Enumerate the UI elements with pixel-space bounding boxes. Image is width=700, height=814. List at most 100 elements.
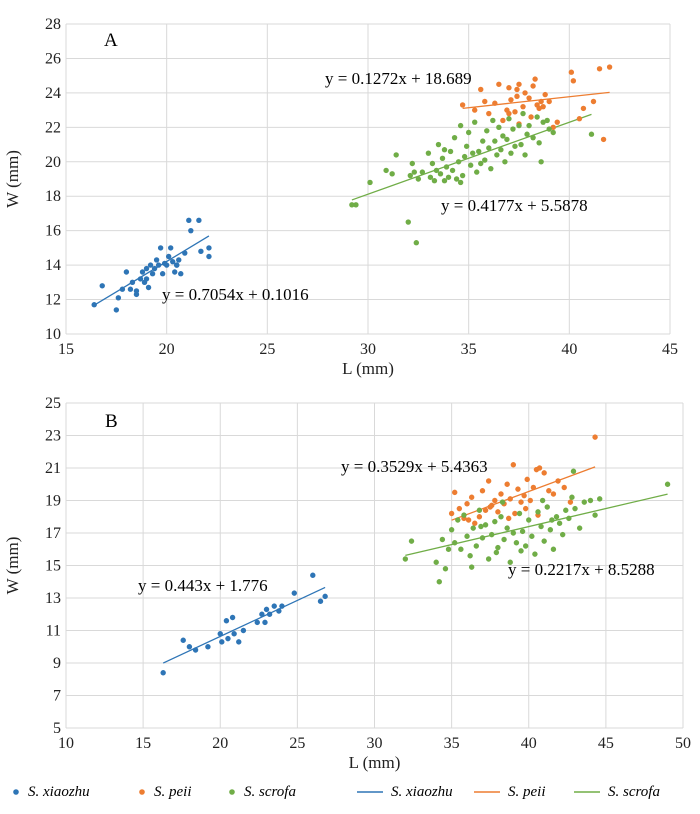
panel-a-point-s-peii: [538, 98, 544, 105]
panel-a-point-s-peii: [472, 107, 478, 113]
panel-b-point-s-scrofa: [529, 533, 535, 539]
panel-a-point-s-xiaozhu: [163, 262, 170, 268]
panel-a-point-s-xiaozhu: [133, 291, 140, 298]
panel-b-point-s-scrofa: [563, 507, 569, 513]
panel-b-point-s-peii: [561, 484, 567, 491]
panel-a-point-s-peii: [596, 66, 603, 72]
panel-a-point-s-scrofa: [474, 169, 480, 175]
panel-b-point-s-scrofa: [504, 525, 510, 531]
panel-b-point-s-xiaozhu: [240, 627, 247, 634]
panel-b-x-tick-label: 40: [521, 735, 537, 752]
panel-a-point-s-scrofa: [488, 165, 494, 172]
panel-a-point-s-xiaozhu: [143, 276, 150, 282]
panel-b-y-tick-label: 13: [45, 590, 61, 607]
panel-b-point-s-xiaozhu: [279, 603, 285, 609]
panel-a-point-s-peii: [506, 85, 512, 91]
panel-a-point-s-xiaozhu: [143, 265, 150, 272]
panel-b-point-s-peii: [546, 488, 552, 494]
panel-a-point-s-scrofa: [457, 122, 464, 129]
panel-b-point-s-scrofa: [544, 504, 550, 510]
panel-a-point-s-scrofa: [431, 178, 438, 184]
panel-a-point-s-scrofa: [534, 114, 540, 120]
panel-a-y-tick-label: 26: [45, 50, 61, 67]
panel-b-point-s-peii: [482, 507, 489, 513]
panel-a-point-s-peii: [492, 100, 498, 106]
panel-b-point-s-scrofa: [519, 528, 526, 535]
panel-b-point-s-xiaozhu: [225, 635, 231, 642]
panel-b-point-s-scrofa: [468, 564, 475, 570]
panel-a-point-s-scrofa: [476, 148, 482, 155]
panel-b-equation-s-xiaozhu: y = 0.443x + 1.776: [138, 576, 268, 595]
panel-b-point-s-scrofa: [549, 517, 555, 523]
panel-b-point-s-xiaozhu: [263, 606, 270, 613]
panel-a-point-s-scrofa: [516, 122, 522, 129]
panel-a-point-s-scrofa: [443, 164, 450, 170]
panel-b-y-tick-label: 15: [45, 558, 61, 575]
panel-a-point-s-scrofa: [465, 129, 472, 136]
panel-a-point-s-xiaozhu: [123, 269, 130, 275]
panel-b-x-tick-label: 50: [675, 735, 691, 752]
panel-b-point-s-xiaozhu: [322, 593, 328, 600]
panel-a-point-s-scrofa: [540, 119, 546, 125]
panel-a-point-s-scrofa: [469, 150, 476, 156]
panel-b-point-s-peii: [504, 481, 510, 487]
panel-a-point-s-peii: [500, 117, 506, 124]
panel-b-point-s-scrofa: [553, 514, 560, 520]
legend-marker-s-xiaozhu: [13, 789, 19, 795]
panel-b-point-s-peii: [530, 484, 537, 491]
panel-b-point-s-scrofa: [532, 551, 538, 557]
panel-a-point-s-xiaozhu: [145, 284, 152, 291]
panel-a-x-tick-label: 25: [259, 341, 275, 358]
panel-b-point-s-scrofa: [445, 546, 452, 552]
panel-b-point-s-scrofa: [452, 540, 458, 546]
panel-b-point-s-peii: [536, 465, 543, 471]
panel-b-point-s-peii: [510, 462, 517, 468]
panel-b-point-s-scrofa: [510, 530, 517, 536]
panel-b-point-s-scrofa: [507, 559, 513, 565]
panel-a-point-s-peii: [516, 81, 522, 87]
panel-b-point-s-scrofa: [439, 536, 446, 543]
panel-b-point-s-xiaozhu: [259, 611, 265, 617]
panel-a-point-s-xiaozhu: [159, 271, 166, 277]
panel-a-point-s-scrofa: [413, 240, 420, 246]
panel-a-point-s-scrofa: [526, 122, 532, 129]
legend: S. xiaozhu S. peii S. scrofa S. xiaozhu S. p…: [13, 784, 660, 800]
panel-b-point-s-scrofa: [518, 548, 524, 554]
panel-b-point-s-scrofa: [550, 546, 557, 552]
panel-b-point-s-xiaozhu: [192, 647, 199, 653]
panel-a-point-s-peii: [528, 114, 534, 120]
panel-a-point-s-scrofa: [411, 169, 418, 175]
panel-b-point-s-peii: [485, 478, 492, 484]
panel-b-point-s-peii: [592, 434, 598, 440]
panel-a-point-s-xiaozhu: [91, 302, 97, 308]
panel-a-point-s-peii: [580, 105, 587, 112]
panel-a-point-s-scrofa: [506, 116, 512, 122]
panel-a-point-s-xiaozhu: [182, 250, 188, 256]
panel-a-point-s-xiaozhu: [167, 245, 174, 251]
panel-b-y-tick-label: 5: [53, 720, 61, 737]
panel-b-point-s-scrofa: [476, 507, 483, 513]
panel-a-point-s-scrofa: [492, 138, 498, 144]
panel-b-equation-s-scrofa: y = 0.2217x + 8.5288: [508, 560, 655, 579]
panel-a-point-s-scrofa: [530, 134, 536, 141]
panel-a-point-s-scrofa: [425, 150, 432, 156]
panel-a-point-s-scrofa: [463, 143, 470, 149]
panel-a-point-s-peii: [542, 91, 548, 98]
legend-label-s-xiaozhu: S. xiaozhu: [28, 784, 90, 800]
panel-a-point-s-scrofa: [496, 124, 502, 131]
panel-b-point-s-peii: [479, 488, 486, 494]
panel-b-point-s-peii: [472, 520, 478, 526]
panel-a-point-s-scrofa: [383, 167, 389, 174]
panel-a-point-s-peii: [570, 78, 577, 84]
panel-b-point-s-scrofa: [516, 510, 523, 517]
panel-a-point-s-xiaozhu: [153, 257, 160, 263]
panel-a-point-s-xiaozhu: [170, 258, 176, 265]
panel-b-point-s-peii: [507, 496, 513, 502]
panel-b-x-tick-label: 20: [212, 735, 228, 752]
panel-a-point-s-scrofa: [439, 155, 446, 162]
legend-line-label-s-xiaozhu: S. xiaozhu: [391, 784, 453, 800]
panel-b-y-tick-label: 19: [45, 493, 61, 510]
panel-a-point-s-scrofa: [449, 167, 456, 174]
panel-b-point-s-peii: [522, 505, 529, 512]
panel-a-chart: 15 20 25 30 35 40 45 10 12 14 16 18 20 22 24 26 28 L (mm)…: [3, 16, 678, 378]
